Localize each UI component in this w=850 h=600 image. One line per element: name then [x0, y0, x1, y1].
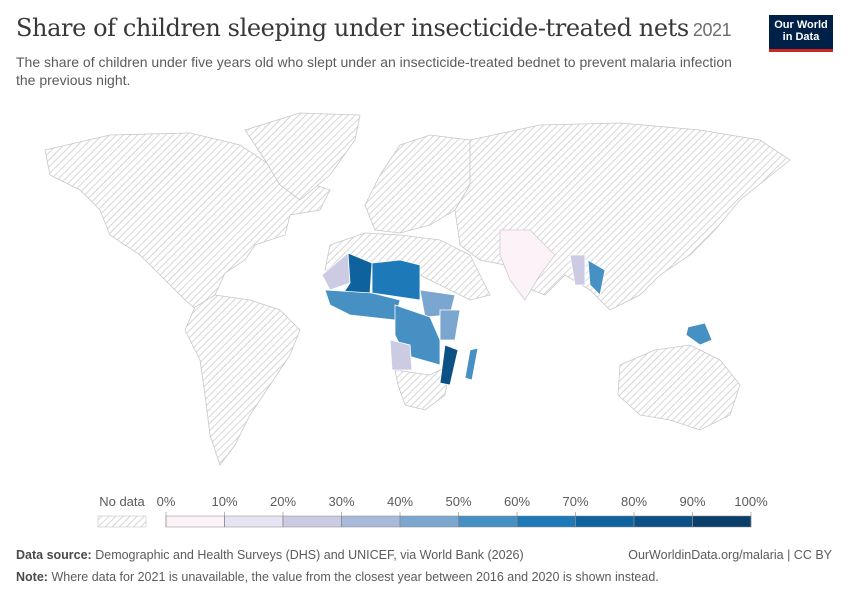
australia	[617, 344, 741, 431]
europe	[364, 134, 471, 234]
legend-swatch	[575, 515, 635, 528]
note-label: Note:	[16, 570, 48, 584]
madagascar	[464, 347, 479, 381]
title-block: Share of children sleeping under insecti…	[16, 14, 732, 42]
url[interactable]: OurWorldinData.org/malaria | CC BY	[628, 548, 832, 562]
logo[interactable]: Our World in Data	[769, 15, 833, 52]
no-data-swatch	[97, 515, 147, 528]
greenland	[244, 112, 361, 201]
legend-swatch	[282, 515, 342, 528]
legend-swatch	[633, 515, 693, 528]
source: Data source: Demographic and Health Surv…	[16, 548, 524, 562]
india	[499, 229, 556, 301]
mainland-southeast-asia	[587, 259, 606, 296]
legend-swatch	[692, 515, 752, 528]
world-map	[44, 112, 791, 466]
legend-tick-label: 90%	[679, 494, 705, 509]
legend-tick-label: 40%	[387, 494, 413, 509]
southern-africa	[394, 364, 451, 411]
legend-tick-label: 30%	[328, 494, 354, 509]
source-label: Data source:	[16, 548, 92, 562]
south-america	[184, 294, 301, 466]
legend: No data 0% 10% 20% 30% 40% 50% 60% 70% 80% 90% 100…	[97, 494, 768, 528]
no-data-label: No data	[99, 494, 145, 509]
legend-tick-label: 10%	[211, 494, 237, 509]
legend-tick-label: 50%	[445, 494, 471, 509]
legend-tick-label: 20%	[270, 494, 296, 509]
mozambique	[439, 344, 459, 386]
legend-swatch	[516, 515, 576, 528]
niger-chad	[371, 259, 421, 301]
asia	[454, 122, 791, 311]
legend-tick-label: 80%	[621, 494, 647, 509]
legend-swatch	[224, 515, 284, 528]
legend-tick-label: 100%	[734, 494, 768, 509]
legend-swatch	[341, 515, 401, 528]
papua-new-guinea	[685, 322, 713, 346]
myanmar	[569, 254, 586, 286]
logo-line: Our World	[774, 19, 828, 31]
source-text: Demographic and Health Surveys (DHS) and…	[95, 548, 524, 562]
logo-line: in Data	[782, 31, 820, 43]
legend-tick-label: 70%	[562, 494, 588, 509]
angola	[389, 339, 413, 371]
legend-swatch	[399, 515, 459, 528]
legend-swatch	[165, 515, 225, 528]
legend-swatch	[458, 515, 518, 528]
east-africa	[439, 309, 461, 341]
year: 2021	[692, 20, 732, 40]
note-text: Where data for 2021 is unavailable, the …	[51, 570, 659, 584]
reported-countries	[321, 229, 713, 386]
legend-tick-label: 0%	[157, 494, 176, 509]
note: Note: Where data for 2021 is unavailable…	[16, 570, 659, 584]
subtitle: The share of children under five years o…	[16, 54, 732, 88]
title: Share of children sleeping under insecti…	[16, 14, 689, 42]
legend-tick-label: 60%	[504, 494, 530, 509]
